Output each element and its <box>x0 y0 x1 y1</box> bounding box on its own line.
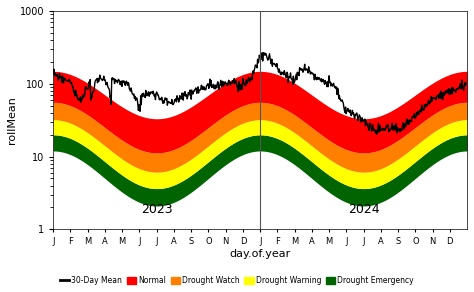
X-axis label: day.of.year: day.of.year <box>229 249 291 259</box>
Y-axis label: rollMean: rollMean <box>7 96 17 144</box>
Text: 2023: 2023 <box>141 203 173 216</box>
Legend: 30-Day Mean, Normal, Drought Watch, Drought Warning, Drought Emergency: 30-Day Mean, Normal, Drought Watch, Drou… <box>57 273 417 288</box>
Text: 2024: 2024 <box>348 203 379 216</box>
